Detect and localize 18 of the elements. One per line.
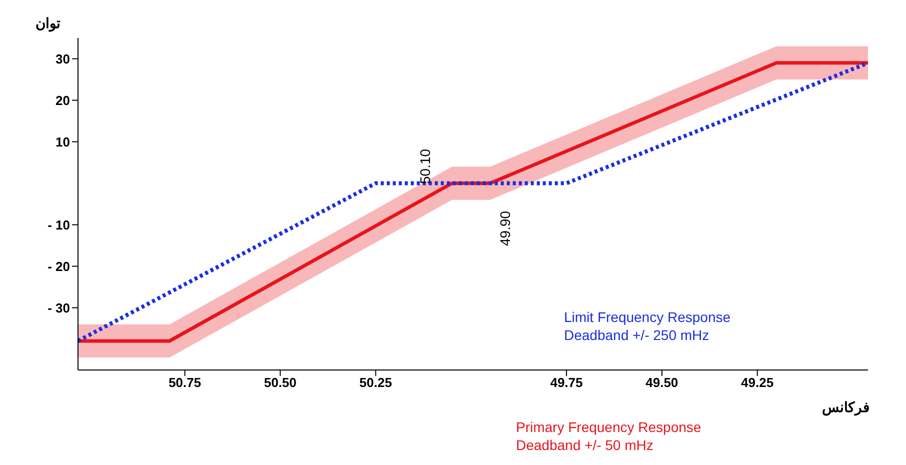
text: Primary Frequency Response Deadband +/- 50 mHz: [516, 418, 702, 454]
y-tick-label: 20: [56, 92, 70, 108]
x-tick-label: 49.75: [550, 375, 583, 390]
y-tick-label: 30: [56, 51, 70, 66]
y-axis-title: توان: [36, 15, 60, 32]
annotation: 49.90: [496, 210, 514, 246]
annotation: Limit Frequency Response Deadband +/- 250 mHz: [564, 308, 731, 344]
x-tick-label: 49.25: [741, 375, 774, 390]
y-tick-label: - 20: [48, 258, 70, 274]
x-tick-label: 50.75: [168, 375, 202, 390]
y-tick-label: - 10: [48, 217, 70, 232]
y-tick-label: - 30: [48, 300, 70, 316]
x-tick-label: 50.25: [359, 375, 392, 390]
x-tick-label: 49.50: [646, 375, 678, 390]
y-tick-label: 10: [56, 134, 70, 150]
x-axis-title: فرکانس: [822, 399, 870, 416]
x-tick-label: 50.50: [264, 375, 297, 390]
annotation: 50.10: [416, 148, 434, 184]
